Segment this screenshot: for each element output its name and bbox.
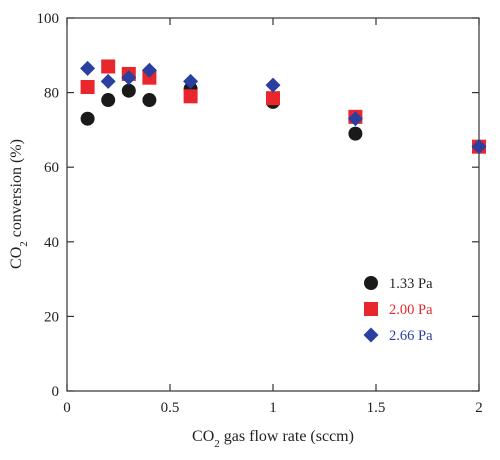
axis-ticks <box>66 17 480 392</box>
y-tick-label: 100 <box>37 11 60 27</box>
y-tick-label: 20 <box>44 309 59 325</box>
legend-label: 2.00 Pa <box>389 302 433 318</box>
legend-marker <box>364 302 378 316</box>
data-point <box>141 62 157 78</box>
legend-marker <box>363 327 379 343</box>
data-point <box>121 70 137 86</box>
x-axis-label-main: CO <box>192 428 214 445</box>
x-tick-label: 1.5 <box>367 400 386 416</box>
x-tick-label: 0 <box>63 400 71 416</box>
data-point <box>80 60 96 76</box>
x-axis-label-rest: gas flow rate (sccm) <box>220 428 354 445</box>
series-3 <box>80 60 487 155</box>
data-point <box>183 89 198 104</box>
y-tick-label: 0 <box>52 384 60 400</box>
series-1 <box>80 81 486 154</box>
data-point <box>100 73 116 89</box>
legend-label: 2.66 Pa <box>389 328 433 344</box>
data-point <box>347 111 363 127</box>
data-point <box>183 73 199 89</box>
data-point <box>142 93 157 108</box>
y-axis-label-main: CO <box>8 247 25 269</box>
data-point <box>80 111 95 126</box>
legend: 1.33 Pa 2.00 Pa 2.66 Pa <box>363 276 433 344</box>
y-tick-label: 40 <box>44 235 59 251</box>
x-tick-label: 2 <box>475 400 483 416</box>
x-tick-label: 0.5 <box>161 400 180 416</box>
y-axis-label: CO2 conversion (%) <box>8 139 30 269</box>
legend-item: 1.33 Pa <box>364 276 433 292</box>
legend-label: 1.33 Pa <box>389 276 433 292</box>
data-point <box>101 93 116 108</box>
y-axis-label-rest: conversion (%) <box>8 139 25 241</box>
x-tick-label: 1 <box>269 400 277 416</box>
data-point <box>80 80 95 95</box>
data-point <box>348 126 363 141</box>
legend-marker <box>364 276 378 290</box>
data-point <box>101 59 116 74</box>
data-points <box>80 59 487 155</box>
x-axis-label-subscript: 2 <box>214 438 220 450</box>
x-axis-label: CO2 gas flow rate (sccm) <box>192 428 354 450</box>
data-point <box>121 83 136 98</box>
series-2 <box>80 59 486 154</box>
data-point <box>265 77 281 93</box>
legend-item: 2.66 Pa <box>363 327 433 344</box>
data-point <box>471 139 487 155</box>
legend-item: 2.00 Pa <box>364 302 433 318</box>
data-point <box>266 91 280 106</box>
y-tick-label: 60 <box>44 160 59 176</box>
y-tick-label: 80 <box>44 86 59 102</box>
y-axis-label-subscript: 2 <box>18 241 30 247</box>
